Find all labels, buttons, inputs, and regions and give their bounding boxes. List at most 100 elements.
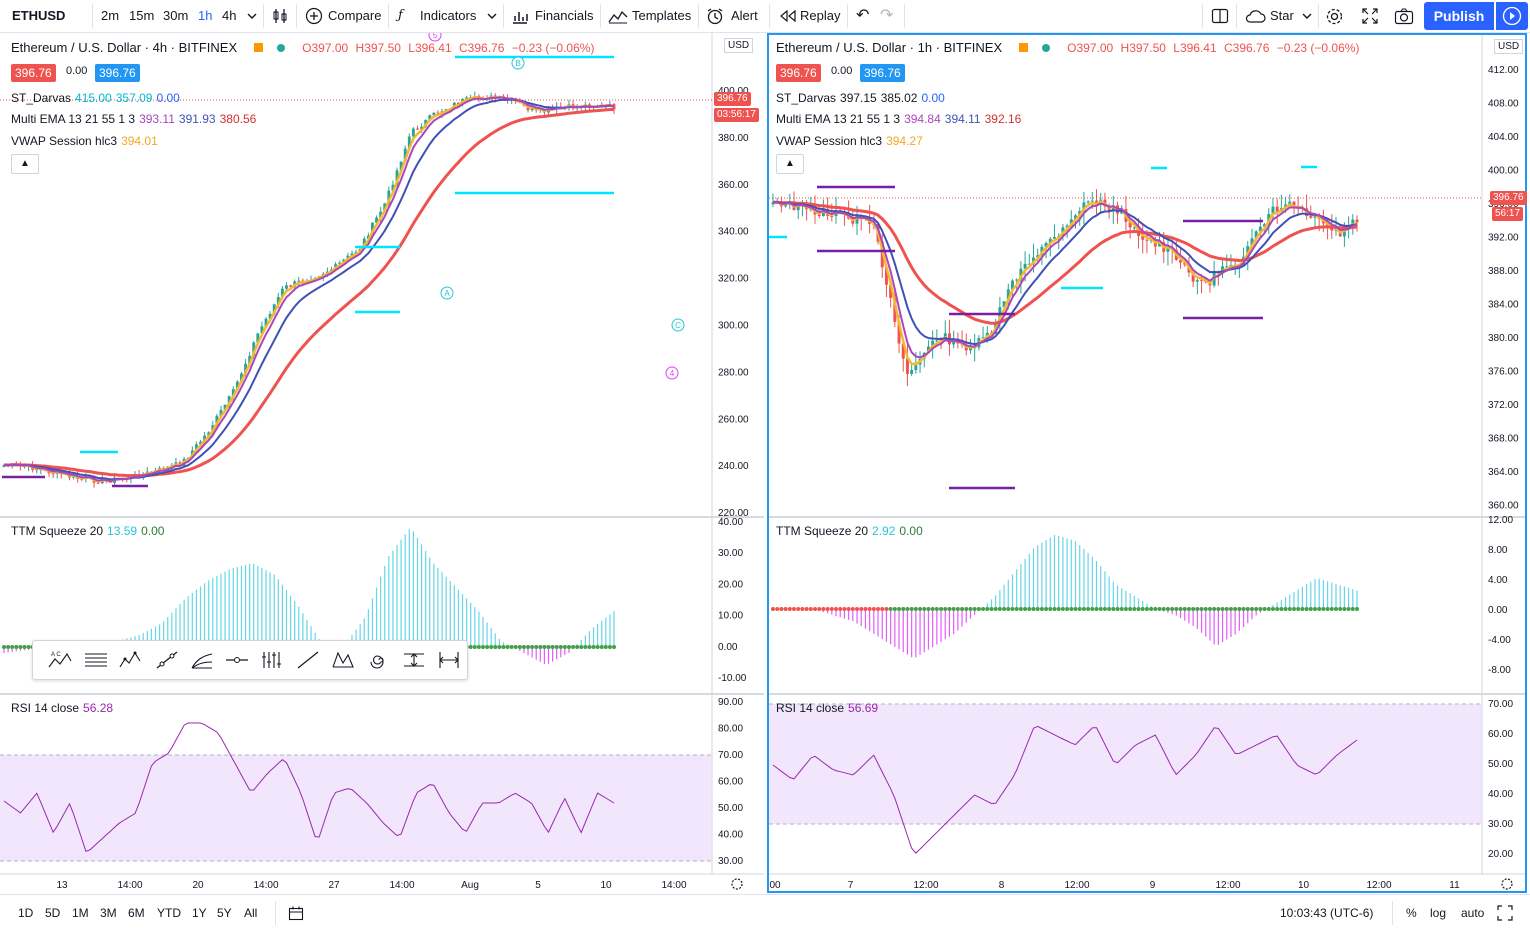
legend-vwap[interactable]: VWAP Session hlc3 394.01 <box>11 134 158 148</box>
indicators-button[interactable]: Indicators <box>420 8 477 23</box>
currency-label[interactable]: USD <box>724 38 754 53</box>
financials-button[interactable]: Financials <box>535 8 594 23</box>
templates-button[interactable]: Templates <box>632 8 692 23</box>
replay-button[interactable]: Replay <box>800 8 841 23</box>
rsi-tick-label: 80.00 <box>718 724 743 735</box>
squeeze-dot <box>497 645 502 649</box>
legend-multi-ema[interactable]: Multi EMA 13 21 55 1 3 394.84 394.11 392.16 <box>776 112 1022 126</box>
clock-time[interactable]: 10:03:43 (UTC-6) <box>1280 906 1374 920</box>
elliott-wave-icon[interactable] <box>118 649 144 671</box>
collapse-legend-button[interactable]: ▲ <box>776 154 804 174</box>
candle-body <box>1015 279 1019 281</box>
chevron-down-icon[interactable] <box>487 11 497 21</box>
interval-2m[interactable]: 2m <box>101 8 120 23</box>
star-layout-button[interactable]: Star <box>1270 8 1294 23</box>
legend-ttm-4h[interactable]: TTM Squeeze 20 13.59 0.00 <box>11 524 165 538</box>
squeeze-dot <box>1325 607 1330 611</box>
range-5d[interactable]: 5D <box>45 906 61 920</box>
gear-icon[interactable] <box>1325 7 1344 26</box>
goto-date-icon[interactable] <box>288 905 304 921</box>
chart-pane-1h[interactable]: 412.00408.00404.00400.00396.00392.00388.… <box>767 33 1527 893</box>
legend-rsi-1h[interactable]: RSI 14 close 56.69 <box>776 701 879 715</box>
squeeze-dot <box>1317 607 1322 611</box>
xabcd-pattern-icon[interactable] <box>330 649 356 671</box>
legend-ttm-1h[interactable]: TTM Squeeze 20 2.92 0.00 <box>776 524 923 538</box>
squeeze-dot <box>6 645 11 649</box>
legend-st-darvas[interactable]: ST_Darvas 397.15 385.02 0.00 <box>776 91 945 105</box>
price-range-icon[interactable] <box>401 649 427 671</box>
undo-icon[interactable]: ↶ <box>856 7 870 24</box>
log-toggle[interactable]: log <box>1430 906 1447 920</box>
ray-icon[interactable] <box>295 649 321 671</box>
ask-price[interactable]: 396.76 <box>95 64 140 82</box>
squeeze-dot <box>1073 607 1078 611</box>
candle-body <box>1002 301 1006 308</box>
flag-icon[interactable] <box>254 43 264 52</box>
trend-line-icon[interactable] <box>154 649 180 671</box>
candle-body <box>1145 239 1149 241</box>
symbol-search[interactable]: ETHUSD <box>12 8 66 23</box>
squeeze-dot <box>842 607 847 611</box>
chart-title[interactable]: Ethereum / U.S. Dollar · 1h · BITFINEX <box>776 40 1003 55</box>
auto-toggle[interactable]: auto <box>1461 906 1485 920</box>
range-3m[interactable]: 3M <box>100 906 117 920</box>
publish-menu-button[interactable] <box>1496 2 1528 30</box>
range-6m[interactable]: 6M <box>128 906 145 920</box>
expand-icon[interactable] <box>1497 905 1513 921</box>
range-ytd[interactable]: YTD <box>157 906 181 920</box>
range-5y[interactable]: 5Y <box>217 906 232 920</box>
squeeze-dot <box>1132 607 1137 611</box>
spiral-icon[interactable] <box>366 649 392 671</box>
bid-price[interactable]: 396.76 <box>11 64 56 82</box>
candle-body <box>1053 237 1056 239</box>
bid-price[interactable]: 396.76 <box>776 64 821 82</box>
fib-fan-icon[interactable] <box>189 649 215 671</box>
legend-rsi-4h[interactable]: RSI 14 close 56.28 <box>11 701 114 715</box>
range-1m[interactable]: 1M <box>72 906 89 920</box>
interval-30m[interactable]: 30m <box>163 8 189 23</box>
layout-icon[interactable] <box>1211 7 1229 25</box>
chevron-down-icon[interactable] <box>1302 11 1312 21</box>
chart-canvas-1h[interactable]: 412.00408.00404.00400.00396.00392.00388.… <box>769 35 1525 891</box>
candle-body <box>1019 268 1023 280</box>
chart-pane-4h[interactable]: 400.00 380.00 360.00 340.00 320.00 300.00 280.… <box>0 33 764 893</box>
interval-15m[interactable]: 15m <box>129 8 155 23</box>
bars-pattern-icon[interactable] <box>259 649 285 671</box>
legend-vwap[interactable]: VWAP Session hlc3 394.27 <box>776 134 923 148</box>
squeeze-dot <box>1069 607 1074 611</box>
range-1d[interactable]: 1D <box>18 906 34 920</box>
flag-icon[interactable] <box>1019 43 1029 52</box>
publish-button[interactable]: Publish <box>1424 2 1494 30</box>
time-tick-label: 10 <box>600 880 612 891</box>
legend-st-darvas[interactable]: ST_Darvas 415.00 357.09 0.00 <box>11 91 180 105</box>
date-range-icon[interactable] <box>436 649 462 671</box>
squeeze-dot <box>863 607 868 611</box>
candle-body <box>432 112 436 116</box>
range-1y[interactable]: 1Y <box>192 906 207 920</box>
collapse-legend-button[interactable]: ▲ <box>11 154 39 174</box>
ask-price[interactable]: 396.76 <box>860 64 905 82</box>
range-all[interactable]: All <box>244 906 258 920</box>
squeeze-dot <box>859 607 864 611</box>
lines-icon[interactable] <box>83 649 109 671</box>
interval-1h[interactable]: 1h <box>198 8 213 23</box>
abc-pattern-icon[interactable]: A C <box>47 649 73 671</box>
fullscreen-icon[interactable] <box>1361 7 1379 25</box>
redo-icon[interactable]: ↷ <box>880 7 894 24</box>
compare-button[interactable]: Compare <box>328 8 382 23</box>
percent-toggle[interactable]: % <box>1406 906 1417 920</box>
legend-multi-ema[interactable]: Multi EMA 13 21 55 1 3 393.11 391.93 380.56 <box>11 112 257 126</box>
candle-body <box>1263 224 1267 227</box>
camera-icon[interactable] <box>1394 7 1414 25</box>
chevron-down-icon[interactable] <box>247 11 257 21</box>
alert-button[interactable]: Alert <box>731 8 758 23</box>
candle-body <box>268 313 272 319</box>
interval-4h[interactable]: 4h <box>222 8 237 23</box>
price-tick-label: 372.00 <box>1488 400 1519 411</box>
chart-canvas-4h[interactable]: 400.00 380.00 360.00 340.00 320.00 300.00 280.… <box>0 33 764 893</box>
horizontal-ray-icon[interactable] <box>224 649 250 671</box>
bar-style-icon[interactable] <box>271 7 289 25</box>
currency-label[interactable]: USD <box>1494 39 1524 54</box>
chart-title[interactable]: Ethereum / U.S. Dollar · 4h · BITFINEX <box>11 40 238 55</box>
price-tick-label: 388.00 <box>1488 266 1519 277</box>
